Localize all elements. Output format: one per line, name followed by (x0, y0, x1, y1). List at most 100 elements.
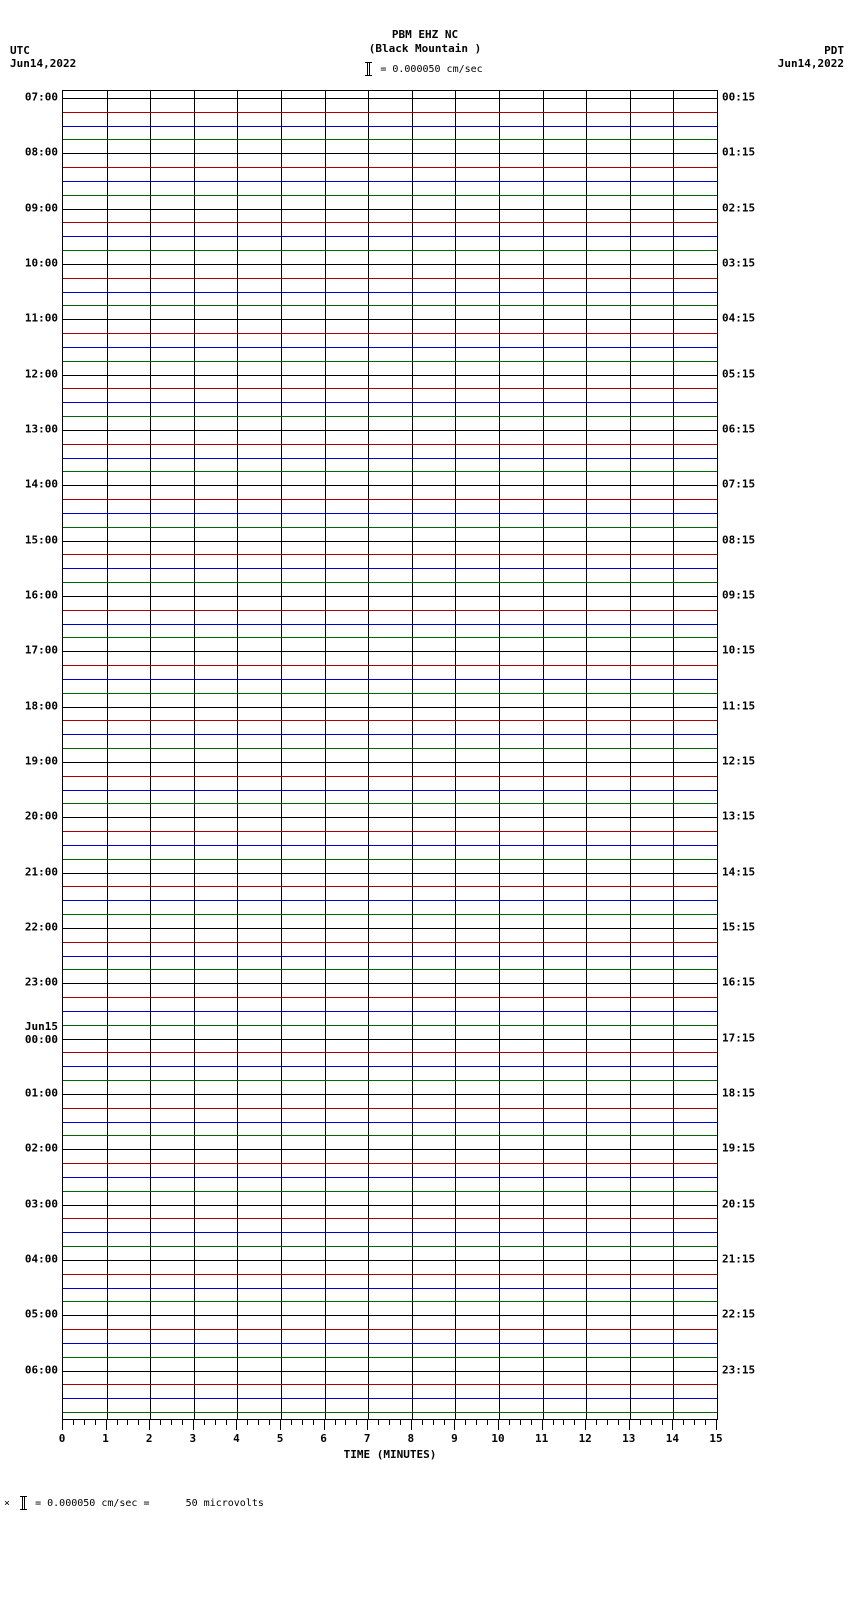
x-tick-minor (705, 1420, 706, 1425)
seismic-trace (63, 914, 717, 915)
seismic-trace (63, 402, 717, 403)
x-tick-major (585, 1420, 586, 1430)
seismic-trace (63, 1094, 717, 1095)
seismic-trace (63, 859, 717, 860)
gridline-v (325, 91, 326, 1419)
seismic-trace (63, 637, 717, 638)
seismic-trace (63, 319, 717, 320)
x-tick-label: 11 (535, 1432, 548, 1445)
x-tick-minor (662, 1420, 663, 1425)
seismic-trace (63, 388, 717, 389)
seismic-trace (63, 527, 717, 528)
seismic-trace (63, 1025, 717, 1026)
x-tick-minor (683, 1420, 684, 1425)
x-tick-minor (258, 1420, 259, 1425)
seismic-trace (63, 942, 717, 943)
local-hour-label: 18:15 (722, 1086, 755, 1099)
gridline-v (237, 91, 238, 1419)
seismic-trace (63, 236, 717, 237)
x-tick-major (542, 1420, 543, 1430)
seismic-trace (63, 1039, 717, 1040)
x-tick-minor (138, 1420, 139, 1425)
seismic-trace (63, 292, 717, 293)
seismic-trace (63, 1122, 717, 1123)
x-tick-minor (553, 1420, 554, 1425)
local-hour-label: 01:15 (722, 146, 755, 159)
seismic-trace (63, 1052, 717, 1053)
seismic-trace (63, 305, 717, 306)
seismic-trace (63, 734, 717, 735)
x-tick-minor (400, 1420, 401, 1425)
x-tick-label: 14 (666, 1432, 679, 1445)
footer-scale-bar-icon (22, 1496, 25, 1510)
local-hour-label: 02:15 (722, 201, 755, 214)
x-tick-minor (182, 1420, 183, 1425)
timezone-left: UTC Jun14,2022 (10, 44, 76, 70)
gridline-v (673, 91, 674, 1419)
utc-hour-label: 09:00 (25, 201, 58, 214)
station-code: PBM EHZ NC (0, 28, 850, 42)
local-hour-label: 16:15 (722, 976, 755, 989)
x-tick-label: 0 (59, 1432, 66, 1445)
seismic-trace (63, 264, 717, 265)
utc-hour-label: 01:00 (25, 1086, 58, 1099)
local-hour-label: 03:15 (722, 256, 755, 269)
x-tick-minor (465, 1420, 466, 1425)
seismic-trace (63, 416, 717, 417)
x-tick-minor (694, 1420, 695, 1425)
seismic-trace (63, 624, 717, 625)
gridline-v (543, 91, 544, 1419)
seismic-trace (63, 1218, 717, 1219)
timezone-right: PDT Jun14,2022 (778, 44, 844, 70)
x-tick-minor (640, 1420, 641, 1425)
local-hour-label: 19:15 (722, 1142, 755, 1155)
seismic-trace (63, 720, 717, 721)
seismic-trace (63, 375, 717, 376)
local-hour-label: 23:15 (722, 1363, 755, 1376)
x-tick-minor (117, 1420, 118, 1425)
x-axis-label: TIME (MINUTES) (0, 1448, 780, 1461)
seismic-trace (63, 98, 717, 99)
seismic-trace (63, 679, 717, 680)
gridline-v (499, 91, 500, 1419)
x-tick-minor (73, 1420, 74, 1425)
x-tick-major (193, 1420, 194, 1430)
x-tick-label: 10 (491, 1432, 504, 1445)
x-tick-label: 6 (320, 1432, 327, 1445)
x-tick-minor (607, 1420, 608, 1425)
seismic-trace (63, 873, 717, 874)
local-hour-label: 00:15 (722, 90, 755, 103)
seismic-trace (63, 1149, 717, 1150)
x-tick-label: 13 (622, 1432, 635, 1445)
seismic-trace (63, 1080, 717, 1081)
x-tick-major (280, 1420, 281, 1430)
gridline-v (281, 91, 282, 1419)
seismic-trace (63, 333, 717, 334)
seismic-trace (63, 1301, 717, 1302)
seismic-trace (63, 1315, 717, 1316)
x-tick-minor (171, 1420, 172, 1425)
seismic-trace (63, 1329, 717, 1330)
seismic-trace (63, 1260, 717, 1261)
seismic-trace (63, 471, 717, 472)
gridline-v (194, 91, 195, 1419)
seismic-trace (63, 499, 717, 500)
seismic-trace (63, 1191, 717, 1192)
seismic-trace (63, 195, 717, 196)
local-hour-label: 12:15 (722, 754, 755, 767)
x-tick-minor (422, 1420, 423, 1425)
gridline-v (107, 91, 108, 1419)
utc-hour-label: 03:00 (25, 1197, 58, 1210)
seismic-trace (63, 430, 717, 431)
seismic-trace (63, 1011, 717, 1012)
x-tick-major (236, 1420, 237, 1430)
seismic-trace (63, 969, 717, 970)
seismic-trace (63, 126, 717, 127)
local-hour-label: 04:15 (722, 312, 755, 325)
tz-right-date: Jun14,2022 (778, 57, 844, 70)
utc-hour-label: Jun1500:00 (25, 1019, 58, 1045)
x-tick-label: 8 (407, 1432, 414, 1445)
utc-hour-label: 07:00 (25, 90, 58, 103)
local-hour-label: 17:15 (722, 1031, 755, 1044)
seismic-trace (63, 112, 717, 113)
